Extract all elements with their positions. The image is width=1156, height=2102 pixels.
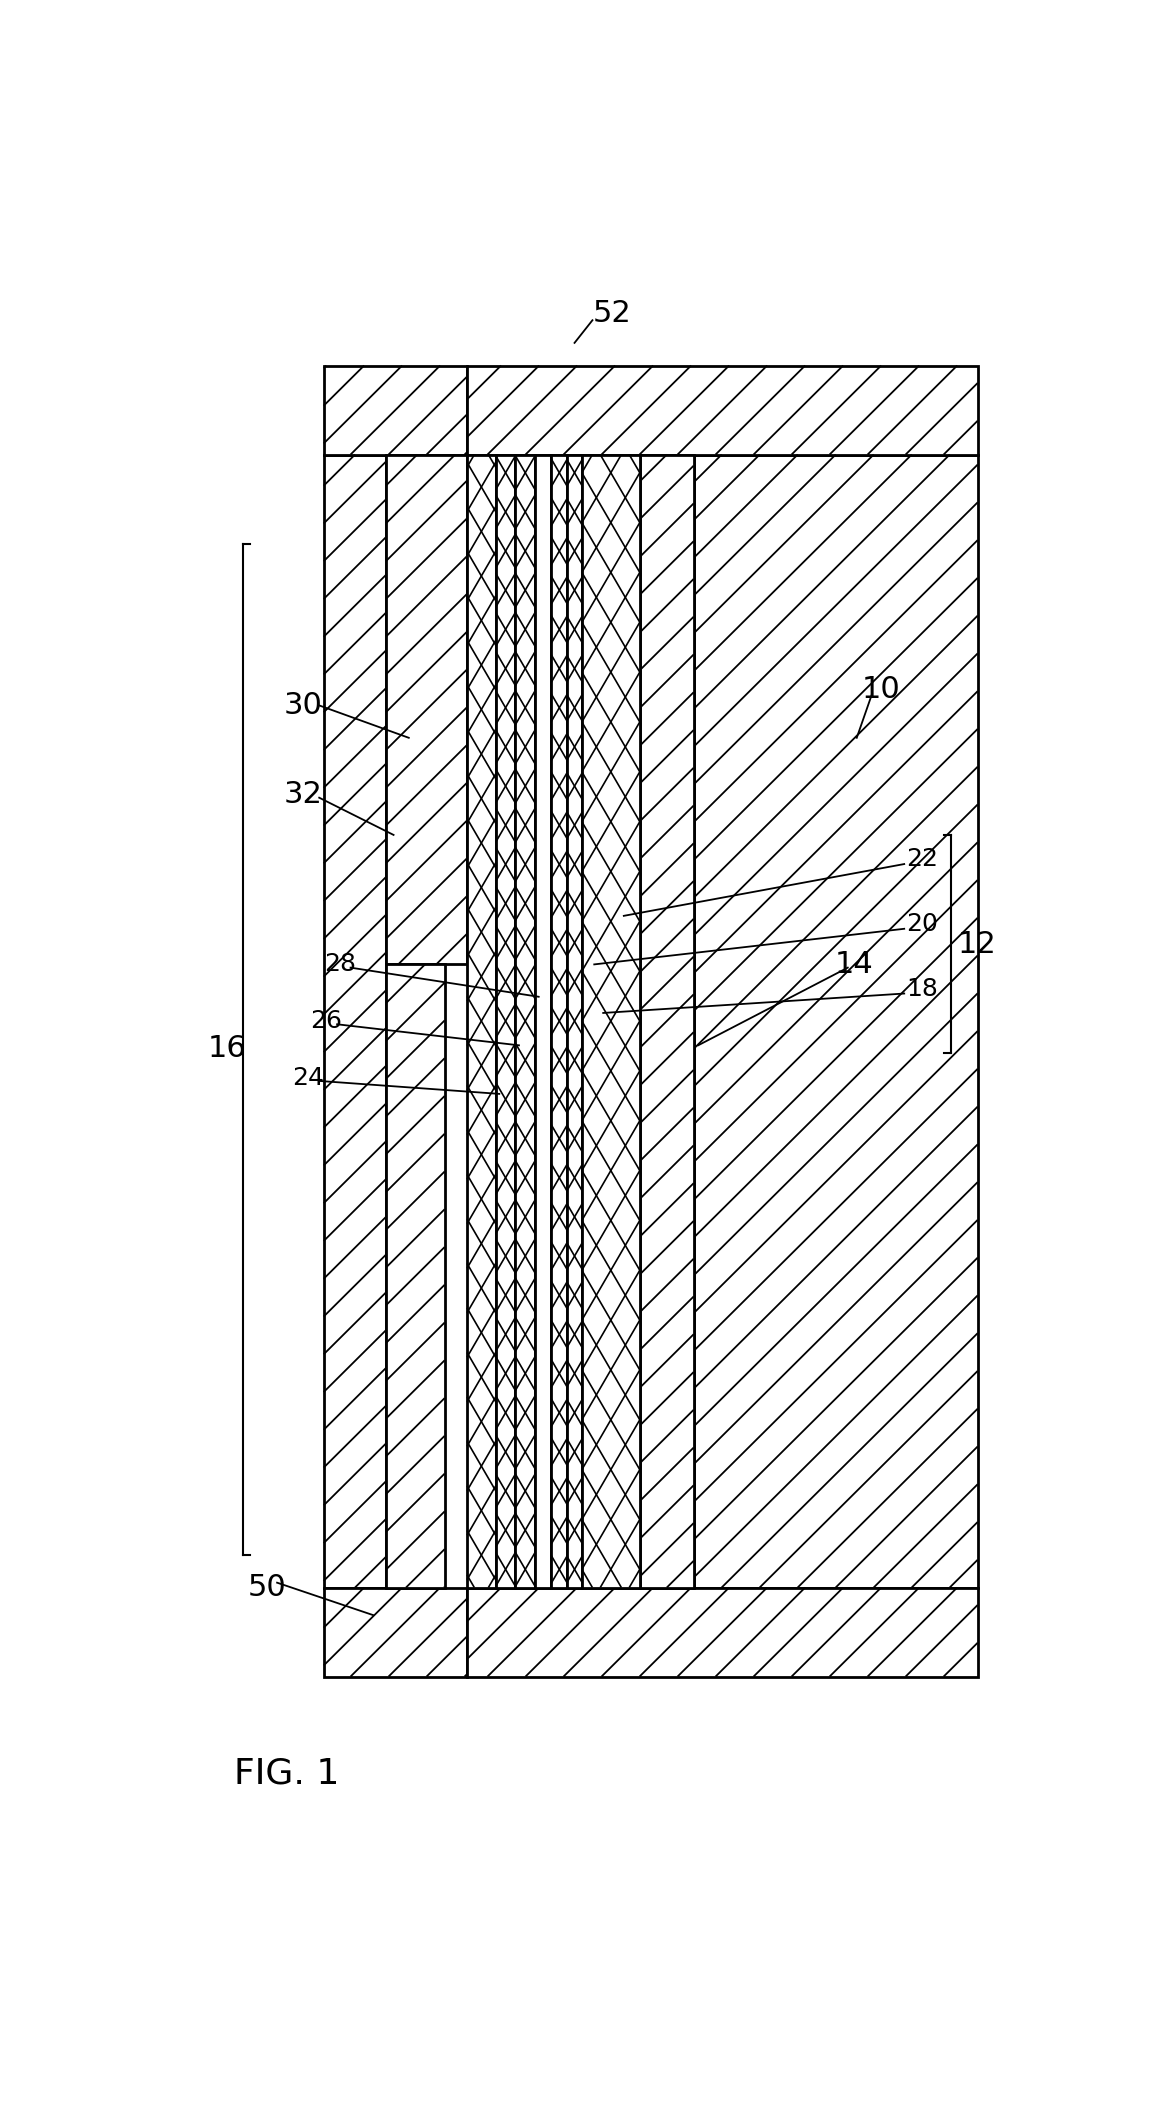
Bar <box>581 454 640 1587</box>
Text: 24: 24 <box>292 1066 325 1089</box>
Text: FIG. 1: FIG. 1 <box>235 1757 340 1791</box>
Bar <box>640 454 694 1587</box>
Text: 28: 28 <box>324 952 356 977</box>
Text: 14: 14 <box>835 950 873 980</box>
Bar <box>324 366 467 454</box>
Bar <box>324 454 386 1587</box>
Bar <box>496 454 516 1587</box>
Bar <box>516 454 535 1587</box>
Text: 32: 32 <box>283 780 323 809</box>
Text: 30: 30 <box>283 692 323 719</box>
Bar <box>551 454 568 1587</box>
Bar <box>386 965 445 1587</box>
Text: 20: 20 <box>906 912 938 935</box>
Text: 10: 10 <box>861 675 901 704</box>
Text: 52: 52 <box>593 298 631 328</box>
Bar <box>467 1587 978 1677</box>
Bar <box>535 454 551 1587</box>
Text: 26: 26 <box>310 1009 342 1032</box>
Bar <box>386 454 467 965</box>
Bar <box>467 454 496 1587</box>
Bar <box>324 1587 467 1677</box>
Bar <box>694 454 978 1587</box>
Text: 12: 12 <box>958 931 996 959</box>
Text: 50: 50 <box>247 1572 287 1602</box>
Bar <box>467 366 978 454</box>
Text: 16: 16 <box>207 1034 246 1064</box>
Text: 18: 18 <box>906 977 938 1001</box>
Text: 22: 22 <box>906 847 938 870</box>
Bar <box>568 454 581 1587</box>
